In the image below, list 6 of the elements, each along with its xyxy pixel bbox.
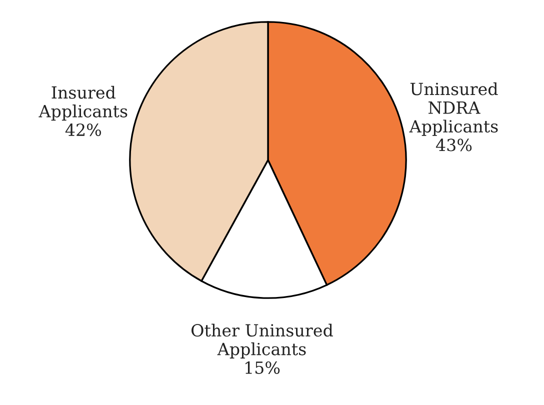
slice-label: Other Uninsured Applicants [192,324,333,359]
slice-label: Uninsured NDRA Applicants [409,82,498,136]
data-label: 15% [246,361,280,374]
slice-label: Insured Applicants [38,86,128,121]
data-label: 42% [65,124,102,136]
data-label: 43% [436,138,472,152]
